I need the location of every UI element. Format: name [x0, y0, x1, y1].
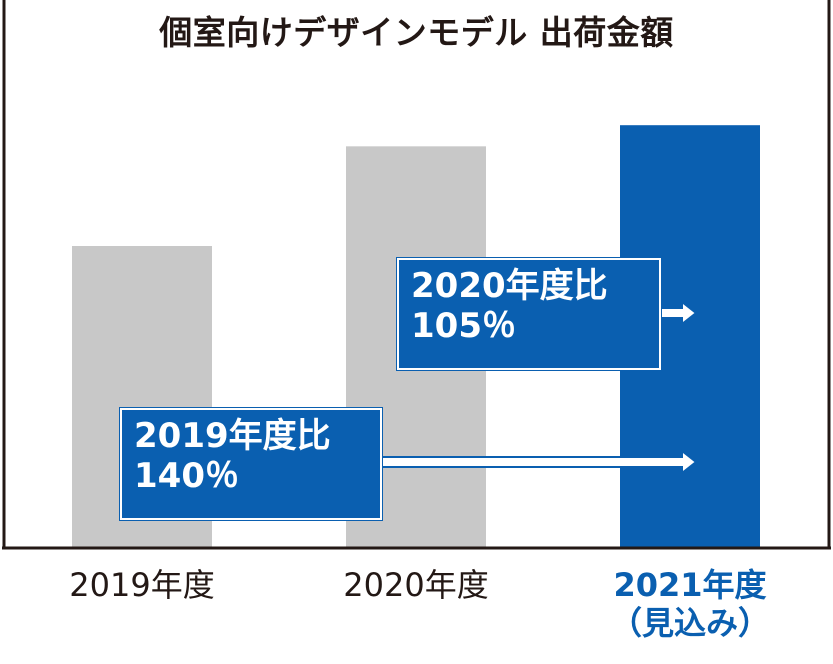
- annotation-vs-2020-value: 105％: [411, 306, 516, 347]
- category-label-2021: 2021年度 （見込み）: [609, 566, 770, 643]
- annotation-vs-2019: 2019年度比 140％: [120, 408, 382, 520]
- annotation-vs-2019-title: 2019年度比: [134, 416, 331, 456]
- arrow-vs-2019: [379, 448, 698, 476]
- category-label-2020: 2020年度: [343, 566, 489, 604]
- category-label-2019: 2019年度: [69, 566, 215, 604]
- arrow-vs-2020: [659, 299, 698, 327]
- annotation-vs-2020-title: 2020年度比: [411, 266, 608, 306]
- annotation-vs-2020: 2020年度比 105％: [397, 258, 661, 370]
- annotation-vs-2019-value: 140％: [134, 456, 239, 497]
- chart-title: 個室向けデザインモデル 出荷金額: [159, 13, 674, 52]
